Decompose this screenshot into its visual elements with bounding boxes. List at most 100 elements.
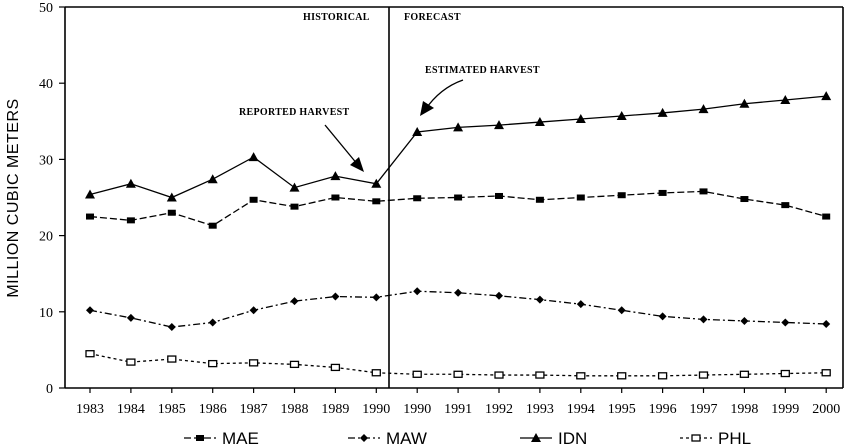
series-mae <box>86 188 831 229</box>
series-maw-point <box>781 318 790 327</box>
series-mae-point <box>658 189 667 196</box>
series-mae-point <box>822 213 831 220</box>
legend-label-phl: PHL <box>718 429 751 447</box>
series-phl-point <box>289 360 300 369</box>
y-tick-label: 30 <box>39 153 53 168</box>
x-tick-label: 1991 <box>444 402 472 417</box>
series-mae-point <box>249 196 258 203</box>
x-tick-label: 1990 <box>362 402 390 417</box>
series-mae-point <box>86 213 94 220</box>
series-phl-point <box>657 372 668 380</box>
series-maw-point <box>167 323 176 332</box>
series-phl-point <box>126 358 136 366</box>
y-tick-label: 20 <box>39 230 53 245</box>
series-mae-point <box>699 188 708 195</box>
x-tick-label: 1989 <box>321 402 349 417</box>
series-phl-point <box>739 370 750 378</box>
x-tick-label: 1999 <box>771 402 799 417</box>
series-idn <box>85 91 832 202</box>
series-maw-point <box>740 316 749 325</box>
series-idn-point <box>821 91 832 101</box>
x-tick-label: 1985 <box>158 402 186 417</box>
series-idn-point <box>780 94 791 104</box>
series-idn-point <box>616 110 627 120</box>
series-phl-point <box>412 370 422 378</box>
x-tick-label: 1992 <box>485 402 513 417</box>
series-mae-point <box>208 222 217 229</box>
series-mae-point <box>781 202 790 209</box>
series-idn-point <box>412 126 423 136</box>
series-maw-point <box>126 313 135 322</box>
legend: MAE MAW IDN PHL <box>184 429 751 447</box>
series-phl-point <box>698 371 709 379</box>
series-idn-point <box>166 192 177 202</box>
series-maw-point <box>208 318 217 327</box>
legend-marker-phl <box>691 434 701 442</box>
x-tick-label: 1994 <box>567 402 595 417</box>
x-tick-label: 1986 <box>199 402 227 417</box>
series-phl-point <box>167 355 177 363</box>
y-tick-label: 10 <box>39 306 53 321</box>
plot-frame <box>64 6 844 389</box>
series-mae-point <box>290 203 299 210</box>
series-phl-point <box>821 369 831 377</box>
series-maw-point <box>413 287 422 296</box>
series-idn-point <box>494 120 504 130</box>
series-layer <box>85 91 832 380</box>
historical-label: HISTORICAL <box>303 12 370 23</box>
y-tick-label: 40 <box>39 77 53 92</box>
series-mae-point <box>126 217 135 224</box>
series-idn-line <box>89 95 827 199</box>
x-tick-label: 1993 <box>526 402 554 417</box>
series-mae-point <box>576 194 585 201</box>
x-tick-label: 1984 <box>117 402 145 417</box>
x-ticks: 1983 1984 1985 1986 1987 1988 1989 1990 1990 1991… <box>76 388 840 417</box>
legend-item-idn: IDN <box>520 429 587 447</box>
forecast-label: FORECAST <box>404 12 461 23</box>
series-mae-point <box>617 192 626 199</box>
series-maw-point <box>495 291 503 300</box>
legend-item-phl: PHL <box>680 429 751 447</box>
y-axis-label: MILLION CUBIC METERS <box>5 98 22 297</box>
series-mae-point <box>413 195 422 202</box>
series-idn-point <box>739 98 750 108</box>
reported-harvest-arrow <box>324 124 364 172</box>
series-idn-point <box>85 189 95 199</box>
series-maw-point <box>617 306 626 315</box>
x-tick-label: 1983 <box>76 402 104 417</box>
series-idn-point <box>330 171 341 181</box>
legend-marker-maw <box>360 434 368 442</box>
legend-label-idn: IDN <box>558 429 587 447</box>
series-phl-point <box>371 369 381 377</box>
series-mae-point <box>372 198 381 205</box>
legend-item-mae: MAE <box>184 429 259 447</box>
x-tick-label: 1996 <box>649 402 677 417</box>
estimated-harvest-arrow <box>420 79 464 116</box>
x-tick-label: 1987 <box>240 402 268 417</box>
series-maw-point <box>576 300 585 309</box>
legend-item-maw: MAW <box>348 429 427 447</box>
series-idn-point <box>371 178 382 188</box>
x-tick-label: 1995 <box>608 402 636 417</box>
series-mae-point <box>331 194 340 201</box>
x-tick-label: 2000 <box>812 402 840 417</box>
series-maw-point <box>372 293 381 302</box>
series-phl-point <box>494 371 504 379</box>
series-phl-point <box>535 371 545 379</box>
legend-label-mae: MAE <box>222 429 259 447</box>
legend-label-maw: MAW <box>386 429 427 447</box>
series-mae-point <box>740 196 749 203</box>
reported-harvest-label: REPORTED HARVEST <box>239 107 350 118</box>
series-idn-point <box>698 104 709 114</box>
series-maw-point <box>822 319 831 328</box>
series-phl <box>85 350 831 380</box>
series-maw-point <box>86 306 94 315</box>
series-idn-point <box>125 178 136 188</box>
series-maw-point <box>454 288 463 297</box>
series-mae-point <box>167 209 176 216</box>
series-phl-point <box>330 363 341 372</box>
estimated-harvest-label: ESTIMATED HARVEST <box>425 65 540 76</box>
x-tick-label: 1997 <box>690 402 718 417</box>
y-ticks: 0 10 20 30 40 50 <box>39 1 65 397</box>
series-maw <box>86 287 831 332</box>
